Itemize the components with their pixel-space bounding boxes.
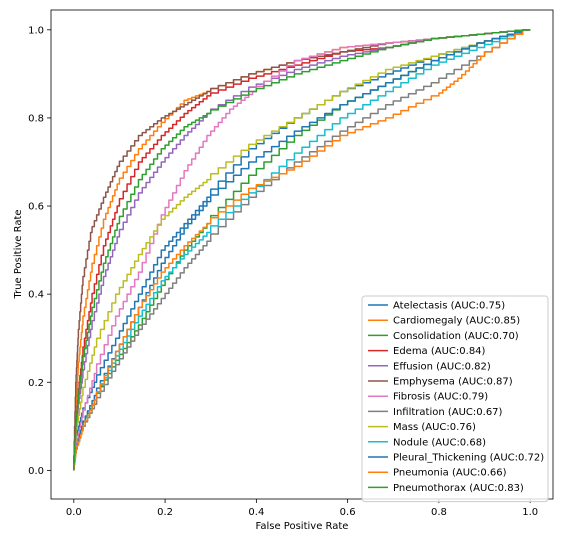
roc-curves	[73, 29, 531, 471]
roc-curve-mass	[73, 29, 531, 471]
legend-entry: Emphysema (AUC:0.87)	[393, 377, 513, 388]
y-tick-label: 0.8	[28, 113, 44, 124]
x-tick-label: 0.0	[66, 507, 82, 518]
y-axis-label: True Positive Rate	[13, 209, 24, 299]
legend-entry: Nodule (AUC:0.68)	[393, 437, 486, 448]
y-tick-label: 0.2	[28, 378, 44, 389]
x-tick-label: 0.2	[157, 507, 173, 518]
x-axis-label: False Positive Rate	[256, 521, 349, 532]
legend-entry: Infiltration (AUC:0.67)	[393, 407, 503, 418]
x-tick-label: 0.6	[340, 507, 356, 518]
roc-curve-fibrosis	[73, 29, 531, 471]
roc-curve-pneumonia	[73, 29, 531, 471]
x-tick-label: 1.0	[522, 507, 538, 518]
x-tick-label: 0.8	[431, 507, 447, 518]
y-tick-label: 1.0	[28, 25, 44, 36]
plot-frame	[50, 9, 554, 500]
legend-entry: Fibrosis (AUC:0.79)	[393, 392, 488, 403]
roc-curve-infiltration	[73, 29, 531, 471]
legend-entry: Pneumonia (AUC:0.66)	[393, 468, 507, 479]
y-tick-label: 0.4	[28, 290, 44, 301]
legend-entry: Pneumothorax (AUC:0.83)	[393, 483, 524, 494]
legend-box	[361, 295, 549, 503]
legend: Atelectasis (AUC:0.75) Cardiomegaly (AUC:…	[361, 295, 549, 503]
y-tick-label: 0.0	[28, 466, 44, 477]
x-tick-label: 0.4	[248, 507, 264, 518]
roc-curve-pneumothorax	[73, 29, 531, 471]
legend-entry: Mass (AUC:0.76)	[393, 422, 476, 433]
legend-entry: Consolidation (AUC:0.70)	[393, 331, 519, 342]
legend-entry: Effusion (AUC:0.82)	[393, 361, 491, 372]
legend-entry: Pleural_Thickening (AUC:0.72)	[393, 453, 544, 464]
legend-entry: Cardiomegaly (AUC:0.85)	[393, 316, 520, 327]
legend-entry: Edema (AUC:0.84)	[393, 346, 486, 357]
legend-entry: Atelectasis (AUC:0.75)	[393, 301, 505, 312]
y-axis-ticks: 0.0 0.2 0.4 0.6 0.8 1.0	[28, 25, 51, 477]
y-tick-label: 0.6	[28, 202, 44, 213]
